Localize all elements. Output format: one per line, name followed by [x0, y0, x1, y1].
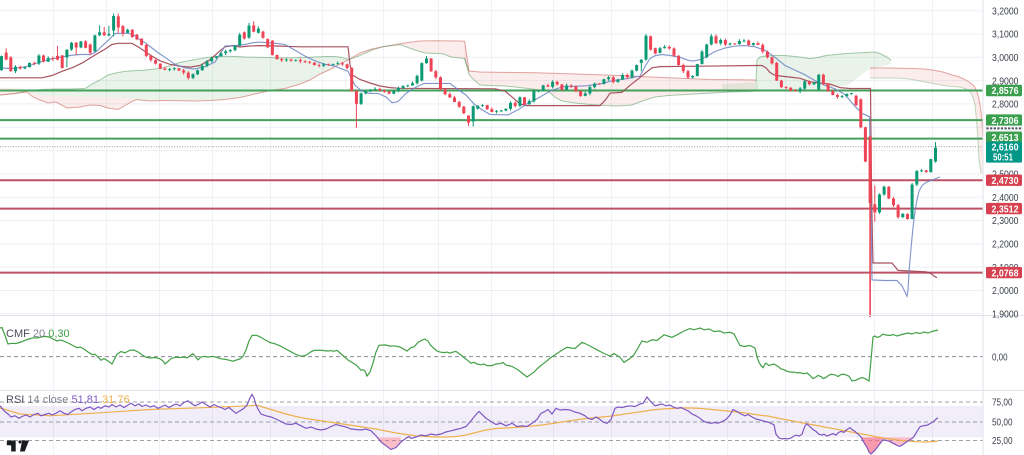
svg-text:2,3512: 2,3512 [992, 203, 1019, 215]
svg-text:2,4000: 2,4000 [992, 192, 1019, 204]
svg-text:RSI 14 close 51,81 31,76: RSI 14 close 51,81 31,76 [6, 394, 130, 406]
svg-text:50,00: 50,00 [992, 417, 1013, 429]
svg-text:2,0000: 2,0000 [992, 285, 1019, 297]
svg-text:3,1000: 3,1000 [992, 29, 1019, 41]
svg-text:3,2000: 3,2000 [992, 5, 1019, 17]
svg-text:2,4730: 2,4730 [992, 175, 1019, 187]
svg-text:75,00: 75,00 [992, 397, 1013, 409]
svg-text:3,0000: 3,0000 [992, 52, 1019, 64]
svg-text:1,9000: 1,9000 [992, 309, 1019, 321]
svg-text:2,2000: 2,2000 [992, 239, 1019, 251]
svg-text:2,8000: 2,8000 [992, 99, 1019, 111]
svg-text:CMF 20 0,30: CMF 20 0,30 [6, 328, 70, 340]
svg-text:25,00: 25,00 [992, 435, 1013, 447]
svg-text:2,8576: 2,8576 [992, 85, 1019, 97]
svg-text:2,3000: 2,3000 [992, 215, 1019, 227]
svg-text:2,6513: 2,6513 [992, 132, 1019, 144]
svg-text:2,6160: 2,6160 [992, 141, 1019, 153]
svg-text:2,7306: 2,7306 [992, 115, 1019, 127]
svg-text:2,0768: 2,0768 [992, 267, 1019, 279]
svg-text:50:51: 50:51 [993, 152, 1013, 164]
svg-text:0,00: 0,00 [992, 351, 1008, 363]
svg-text:2,9000: 2,9000 [992, 75, 1019, 87]
